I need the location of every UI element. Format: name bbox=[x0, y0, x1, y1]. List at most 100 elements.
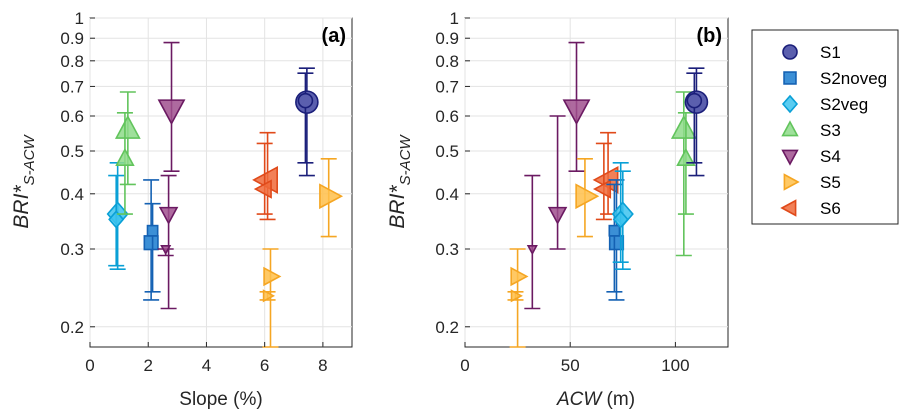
panel-a-marker-9 bbox=[263, 266, 282, 287]
panel-a-point-s3-3 bbox=[115, 112, 135, 215]
panel-b-marker-15 bbox=[686, 92, 703, 109]
panel-a-y-axis-label-main: BRI* bbox=[10, 185, 33, 229]
legend-label-s1: S1 bbox=[820, 43, 841, 62]
panel-a-y-tick-label-8: 1 bbox=[75, 9, 84, 28]
panel-b-marker-12 bbox=[670, 114, 697, 139]
panel-a-y-tick-label-0: 0.2 bbox=[60, 318, 84, 337]
legend-item-s6: S6 bbox=[780, 199, 841, 218]
panel-a-grid bbox=[89, 17, 352, 347]
panel-a-y-tick-labels: 0.2 0.3 0.4 0.5 0.6 0.7 0.8 0.91 bbox=[60, 9, 95, 337]
panel-a-marks bbox=[106, 41, 344, 348]
panel-a-y-tick-label-3: 0.5 bbox=[60, 142, 84, 161]
panel-b-point-s4-3 bbox=[547, 115, 568, 250]
legend-marker-s1 bbox=[782, 44, 798, 60]
panel-b-point-s1-15 bbox=[686, 72, 703, 164]
panel-a-marker-7 bbox=[158, 206, 179, 225]
panel-a-y-axis-label-sub: S-ACW bbox=[21, 134, 38, 186]
panel-b-point-s3-13 bbox=[676, 112, 696, 215]
panel-b-marker-13 bbox=[676, 147, 696, 167]
panel-a-point-s5-11 bbox=[319, 158, 344, 238]
panel-b-point-s2noveg-8 bbox=[608, 179, 625, 301]
panel-b-x-axis-label-unit: (m) bbox=[601, 389, 635, 410]
legend: S1 S2noveg S2veg S3 S4 S5 S6 bbox=[751, 29, 899, 225]
panel-b-marker-9 bbox=[608, 224, 621, 237]
panel-b-y-tick-label-4: 0.6 bbox=[435, 107, 459, 126]
panel-a-y-tick-label-1: 0.3 bbox=[60, 240, 84, 259]
legend-item-s1: S1 bbox=[782, 43, 841, 62]
legend-item-s2veg: S2veg bbox=[781, 94, 868, 114]
panel-b-y-tick-label-3: 0.5 bbox=[435, 142, 459, 161]
panel-b: 0.2 0.3 0.4 0.5 0.6 0.7 0.8 0.91 0 50 100 (b) ACW… bbox=[386, 9, 729, 410]
panel-a-point-s2veg-1 bbox=[108, 174, 125, 267]
panel-b-marks bbox=[507, 41, 709, 348]
legend-marker-s3 bbox=[781, 120, 799, 137]
legend-label-s5: S5 bbox=[820, 173, 841, 192]
legend-label-s2veg: S2veg bbox=[820, 95, 868, 114]
panel-a-marker-1 bbox=[108, 210, 125, 229]
legend-item-s4: S4 bbox=[781, 147, 841, 166]
panel-b-x-tick-label-2: 100 bbox=[661, 356, 689, 375]
panel-b-y-axis-label-sub: S-ACW bbox=[397, 134, 414, 186]
legend-frame bbox=[751, 29, 899, 225]
panel-a-x-tick-label-1: 2 bbox=[143, 356, 152, 375]
panel-a-marker-6 bbox=[157, 99, 186, 126]
panel-a-x-tick-label-3: 6 bbox=[260, 356, 269, 375]
panel-a-marker-15 bbox=[297, 92, 314, 109]
panel-a-marker-13 bbox=[253, 179, 272, 199]
panel-b-marker-2 bbox=[526, 244, 538, 256]
panel-b-y-tick-label-0: 0.2 bbox=[435, 318, 459, 337]
panel-b-x-tick-label-1: 50 bbox=[561, 356, 580, 375]
legend-marker-s2veg bbox=[781, 94, 799, 114]
panel-a-point-s4-7 bbox=[158, 174, 179, 310]
panel-b-point-s3-12 bbox=[670, 91, 697, 257]
panel-a-x-tick-labels: 0 2 4 6 8 bbox=[85, 342, 328, 375]
panel-b-point-s2noveg-9 bbox=[606, 183, 623, 293]
panel-a-point-s4-8 bbox=[157, 244, 174, 257]
legend-marker-s5 bbox=[783, 173, 800, 191]
panel-b-marker-0 bbox=[510, 266, 529, 287]
panel-a-point-s2noveg-4 bbox=[143, 179, 160, 301]
panel-b-marker-4 bbox=[562, 99, 591, 126]
panel-b-marker-5 bbox=[575, 183, 600, 210]
panel-b-y-tick-label-6: 0.8 bbox=[435, 52, 459, 71]
panel-b-point-s4-2 bbox=[524, 174, 541, 310]
panel-a-x-axis-label: Slope (%) bbox=[179, 389, 262, 410]
panel-a-marker-4 bbox=[143, 235, 159, 251]
panel-a-label: (a) bbox=[322, 25, 346, 47]
panel-a-y-tick-label-6: 0.8 bbox=[60, 52, 84, 71]
panel-b-marker-3 bbox=[547, 206, 568, 225]
panel-a: 0.2 0.3 0.4 0.5 0.6 0.7 0.8 0.91 0 2 4 6 8 (a) Slop… bbox=[10, 9, 353, 410]
legend-label-s2noveg: S2noveg bbox=[820, 69, 887, 88]
panel-b-y-tick-label-7: 0.9 bbox=[435, 29, 459, 48]
legend-label-s6: S6 bbox=[820, 199, 841, 218]
panel-a-point-s1-15 bbox=[297, 72, 314, 164]
panel-b-y-tick-label-5: 0.7 bbox=[435, 77, 459, 96]
panel-a-point-s5-10 bbox=[259, 289, 276, 303]
panel-b-x-axis-label: ACW (m) bbox=[556, 389, 635, 410]
legend-marker-s2noveg bbox=[783, 71, 797, 85]
legend-items: S1 S2noveg S2veg S3 S4 S5 S6 bbox=[780, 43, 887, 218]
panel-a-y-axis-label: BRI*S-ACW bbox=[10, 134, 38, 229]
panel-b-point-s4-4 bbox=[562, 41, 591, 173]
panel-b-y-axis-label-main: BRI* bbox=[386, 185, 409, 229]
panel-a-marker-2 bbox=[114, 114, 141, 139]
panel-a-point-s3-2 bbox=[114, 91, 141, 186]
panel-a-x-tick-label-4: 8 bbox=[318, 356, 327, 375]
legend-item-s2noveg: S2noveg bbox=[783, 69, 887, 88]
legend-item-s3: S3 bbox=[781, 120, 841, 140]
panel-b-marker-7 bbox=[592, 179, 612, 199]
panel-a-x-tick-label-0: 0 bbox=[85, 356, 94, 375]
panel-a-point-s4-6 bbox=[157, 41, 186, 173]
panel-a-marker-11 bbox=[319, 183, 344, 210]
panel-a-point-s6-13 bbox=[253, 142, 273, 215]
panel-b-label: (b) bbox=[696, 25, 722, 47]
panel-a-x-tick-label-2: 4 bbox=[202, 356, 211, 375]
panel-a-y-tick-label-2: 0.4 bbox=[60, 185, 84, 204]
panel-b-y-tick-label-2: 0.4 bbox=[435, 185, 459, 204]
panel-a-marker-5 bbox=[146, 224, 159, 237]
panel-a-y-tick-label-5: 0.7 bbox=[60, 77, 84, 96]
panel-a-point-s2noveg-5 bbox=[144, 202, 161, 293]
panel-b-marker-1 bbox=[510, 289, 523, 303]
legend-label-s3: S3 bbox=[820, 121, 841, 140]
